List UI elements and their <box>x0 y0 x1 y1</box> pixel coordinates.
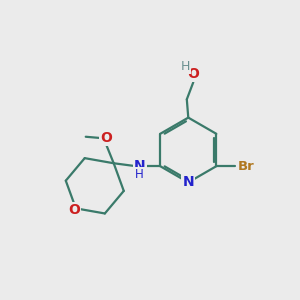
Text: O: O <box>187 67 199 81</box>
Text: N: N <box>134 159 146 173</box>
Text: N: N <box>182 176 194 189</box>
Text: O: O <box>100 130 112 145</box>
Text: H: H <box>135 168 144 181</box>
Text: H: H <box>180 61 190 74</box>
Text: Br: Br <box>237 160 254 173</box>
Text: O: O <box>68 203 80 217</box>
